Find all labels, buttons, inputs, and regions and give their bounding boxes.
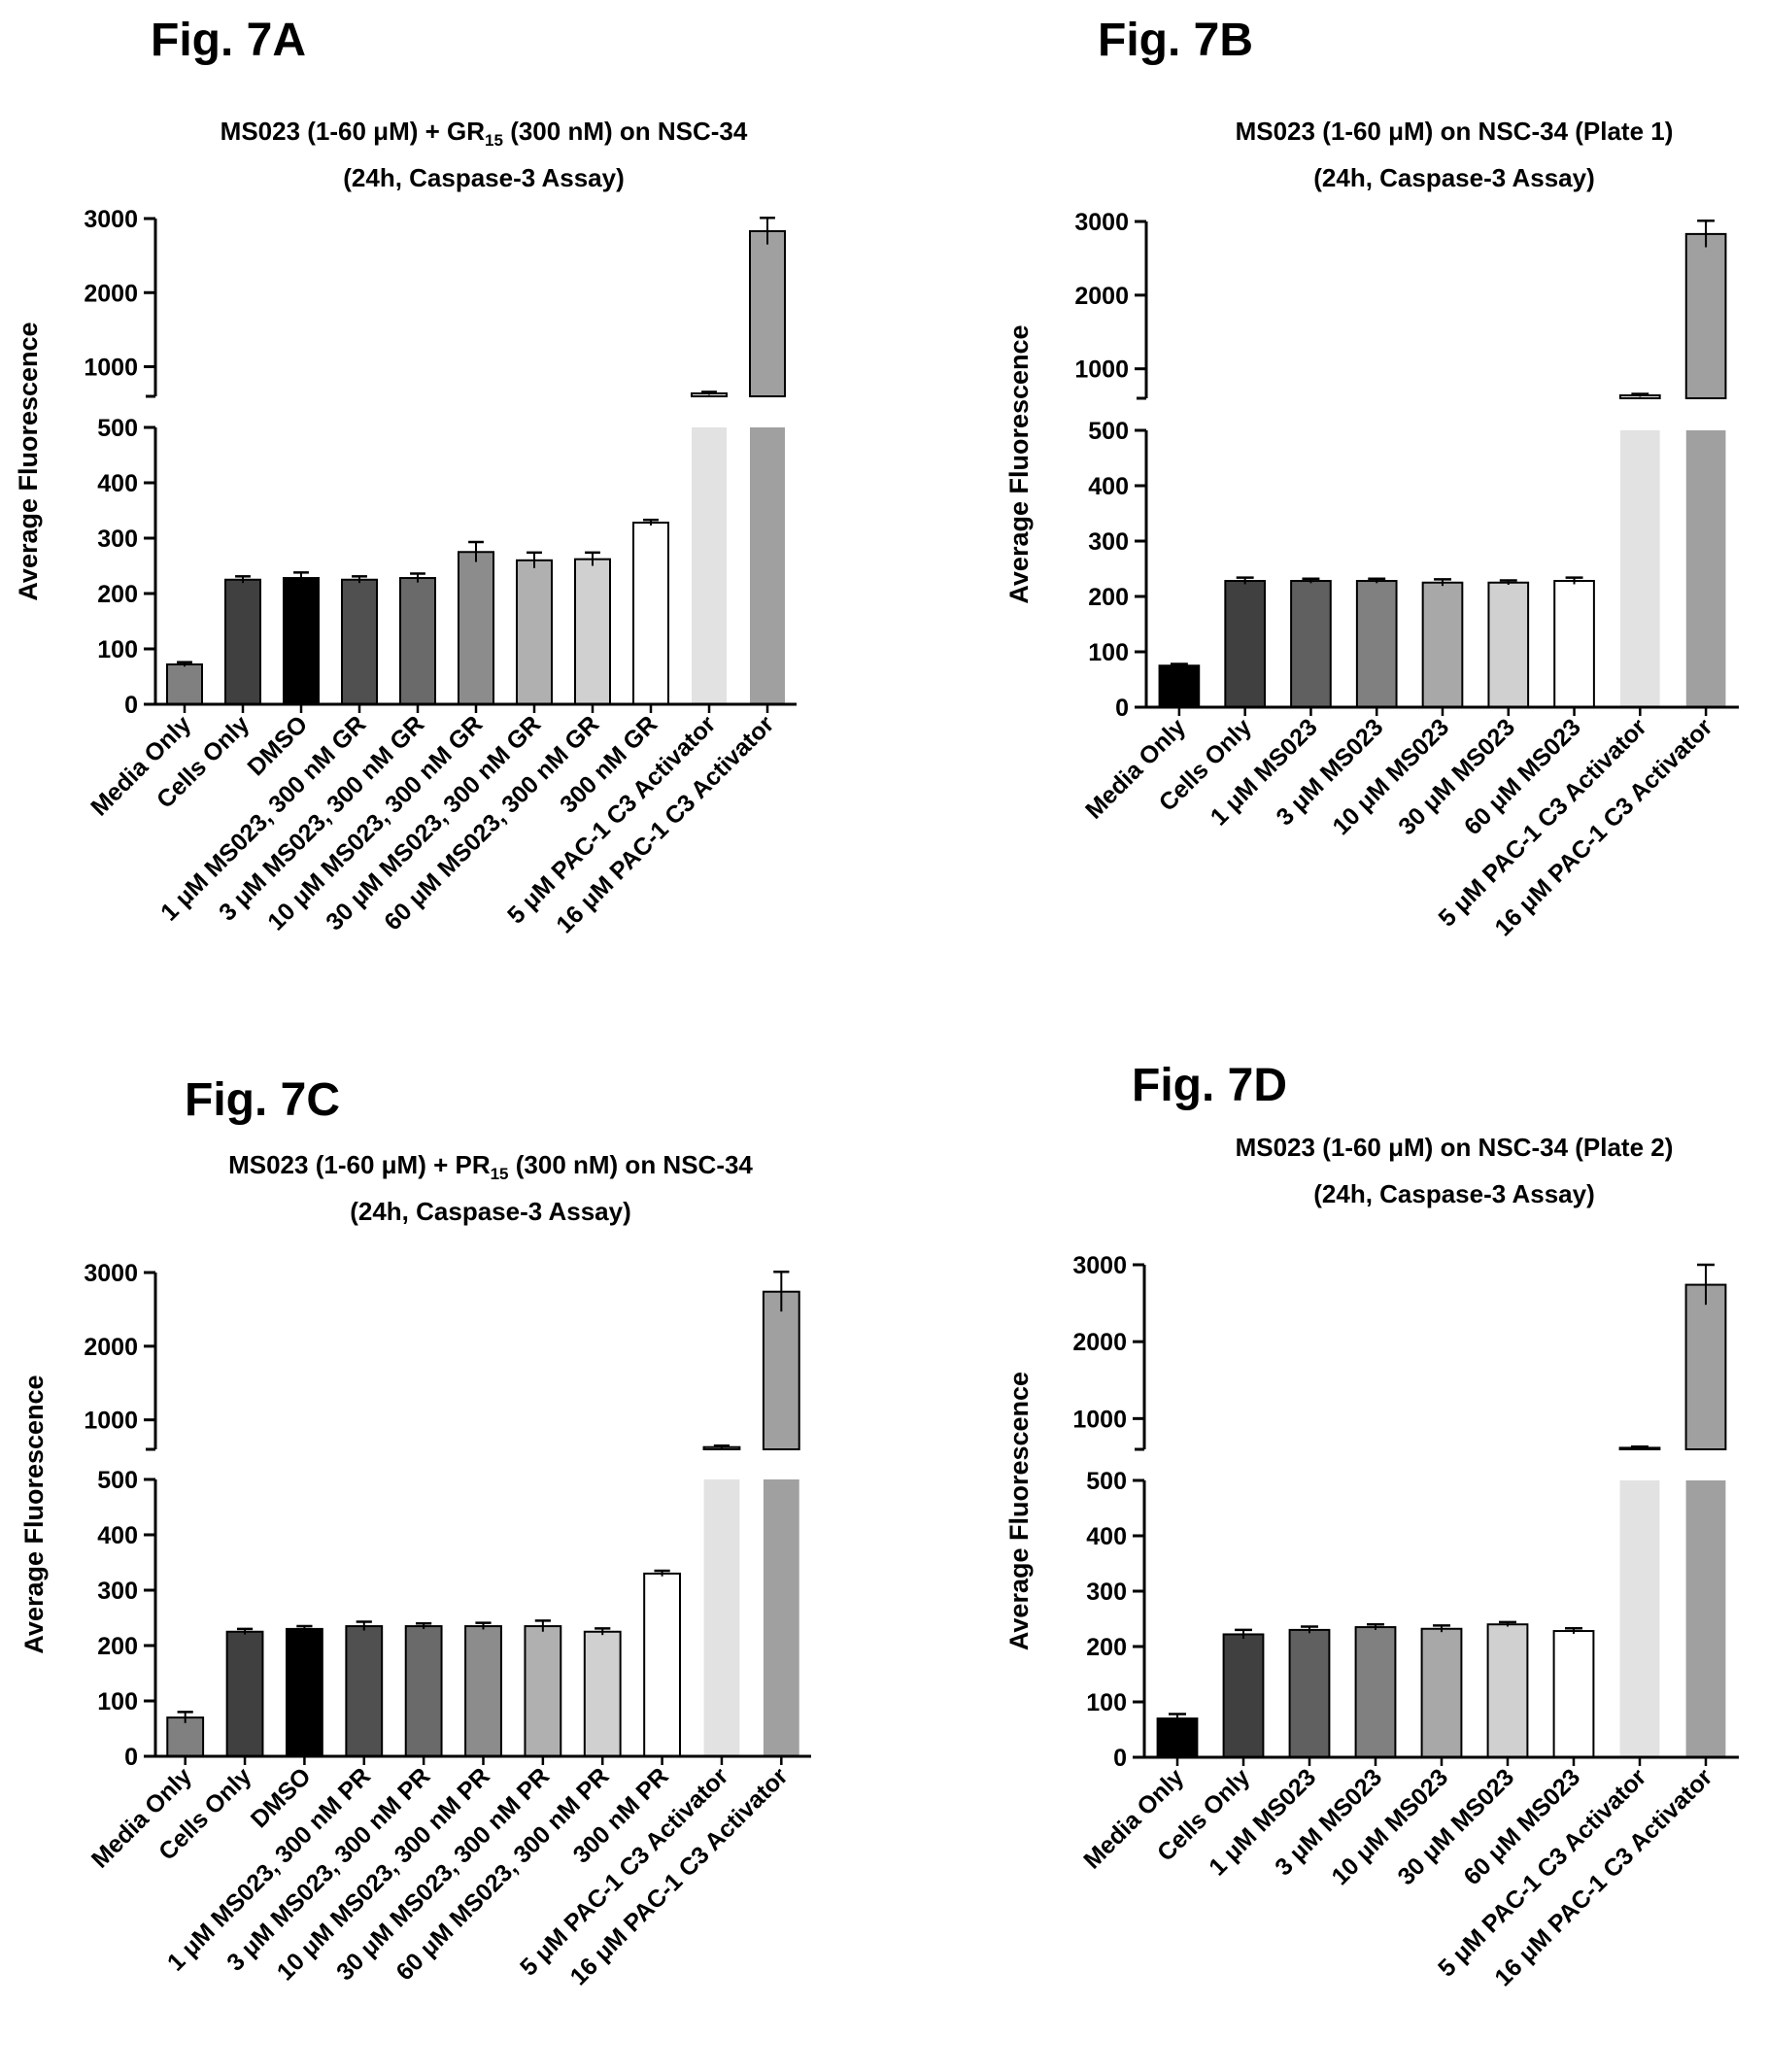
y-tick-label: 400 — [1088, 473, 1129, 500]
y-tick-label: 500 — [97, 1467, 138, 1494]
bar — [516, 559, 553, 705]
y-tick-label: 200 — [97, 1633, 138, 1660]
chart-title: MS023 (1-60 μM) on NSC-34 (Plate 1) (24h… — [1236, 113, 1674, 196]
y-tick-label: 1000 — [84, 355, 138, 382]
title-line2: (24h, Caspase-3 Assay) — [1313, 1179, 1595, 1209]
fig-label: Fig. 7B — [1098, 15, 1254, 66]
bar — [286, 1627, 323, 1758]
y-tick-label: 500 — [97, 415, 138, 442]
y-tick-label: 200 — [97, 581, 138, 608]
bar — [574, 558, 611, 705]
y-tick-label: 3000 — [84, 206, 138, 233]
y-tick-label: 0 — [124, 692, 138, 719]
y-axis-label: Average Fluorescence — [14, 322, 43, 600]
title-text: MS023 (1-60 μM) on NSC-34 (Plate 1) — [1235, 117, 1674, 146]
y-tick-label: 300 — [1088, 528, 1129, 556]
y-tick-label: 2000 — [84, 280, 138, 307]
bar — [464, 1625, 502, 1758]
y-tick-label: 100 — [97, 1688, 138, 1715]
y-tick-label: 400 — [97, 470, 138, 497]
y-tick-label: 1000 — [84, 1408, 138, 1435]
bar-lower-segment — [692, 427, 727, 704]
y-tick-label: 2000 — [1074, 283, 1129, 310]
y-axis-label: Average Fluorescence — [1004, 324, 1034, 603]
y-tick-label: 300 — [97, 1578, 138, 1605]
bar — [1354, 1626, 1397, 1759]
x-tick-label: 60 μM MS023 — [1458, 1763, 1585, 1890]
y-tick-label: 1000 — [1074, 357, 1129, 384]
y-tick-label: 500 — [1088, 418, 1129, 445]
y-tick-label: 3000 — [1072, 1252, 1127, 1279]
chart-title: MS023 (1-60 μM) + GR15 (300 nM) on NSC-3… — [221, 113, 748, 196]
y-tick-label: 400 — [1086, 1523, 1127, 1550]
y-tick-label: 0 — [124, 1744, 138, 1771]
chart-title: MS023 (1-60 μM) + PR15 (300 nM) on NSC-3… — [228, 1146, 753, 1230]
bar — [1420, 1627, 1463, 1759]
bar — [404, 1625, 443, 1758]
title-line2: (24h, Caspase-3 Assay) — [1313, 163, 1595, 193]
bar-upper-segment — [1684, 1283, 1727, 1451]
x-tick-label: 10 μM MS023 — [1326, 1763, 1453, 1890]
fig-label: Fig. 7C — [185, 1074, 341, 1126]
y-tick-label: 3000 — [1074, 209, 1129, 236]
y-tick-label: 100 — [1088, 639, 1129, 666]
title-subscript: 15 — [485, 131, 503, 151]
y-tick-label: 300 — [97, 526, 138, 553]
y-axis-label: Average Fluorescence — [1004, 1372, 1034, 1650]
bar-upper-segment — [762, 1290, 800, 1451]
bar — [1552, 1630, 1595, 1759]
bar-lower-segment — [763, 1479, 799, 1756]
bar-upper-segment — [749, 229, 786, 397]
bar-lower-segment — [1685, 430, 1726, 707]
bar — [1156, 1717, 1199, 1758]
bar — [399, 577, 436, 705]
bar — [1486, 1623, 1529, 1758]
y-tick-label: 100 — [1086, 1689, 1127, 1716]
x-tick-label: 30 μM MS023 — [1392, 1763, 1519, 1890]
title-subscript: 15 — [490, 1165, 509, 1184]
y-tick-label: 0 — [1115, 695, 1129, 722]
y-tick-label: 2000 — [84, 1334, 138, 1361]
y-tick-label: 1000 — [1072, 1406, 1127, 1433]
title-line2: (24h, Caspase-3 Assay) — [343, 163, 625, 193]
bar — [1487, 581, 1530, 708]
title-text-end: (300 nM) on NSC-34 — [502, 117, 748, 146]
title-line2: (24h, Caspase-3 Assay) — [350, 1197, 631, 1227]
bar-lower-segment — [1685, 1480, 1726, 1757]
bar — [1222, 1633, 1265, 1758]
y-tick-label: 0 — [1113, 1745, 1127, 1772]
y-tick-label: 400 — [97, 1522, 138, 1549]
bar-lower-segment — [750, 427, 785, 704]
chart-title: MS023 (1-60 μM) on NSC-34 (Plate 2) (24h… — [1236, 1129, 1674, 1212]
title-text-end: (300 nM) on NSC-34 — [508, 1150, 753, 1179]
y-tick-label: 500 — [1086, 1468, 1127, 1495]
y-tick-label: 100 — [97, 636, 138, 663]
y-tick-label: 3000 — [84, 1260, 138, 1287]
title-text: MS023 (1-60 μM) on NSC-34 (Plate 2) — [1235, 1133, 1674, 1162]
fig-label: Fig. 7A — [151, 15, 307, 66]
y-tick-label: 300 — [1086, 1579, 1127, 1606]
bar — [224, 578, 261, 705]
title-text: MS023 (1-60 μM) + PR — [228, 1150, 491, 1179]
y-tick-label: 2000 — [1072, 1329, 1127, 1356]
y-axis-label: Average Fluorescence — [19, 1375, 49, 1653]
bar-upper-segment — [1684, 232, 1727, 399]
bar — [1288, 1628, 1331, 1759]
bar-lower-segment — [1619, 1480, 1660, 1757]
fig-label: Fig. 7D — [1132, 1060, 1288, 1111]
bar-lower-segment — [703, 1479, 740, 1756]
y-tick-label: 200 — [1086, 1634, 1127, 1661]
title-text: MS023 (1-60 μM) + GR — [220, 117, 486, 146]
y-tick-label: 200 — [1088, 584, 1129, 611]
bar-lower-segment — [1620, 430, 1660, 707]
bar — [225, 1630, 264, 1757]
